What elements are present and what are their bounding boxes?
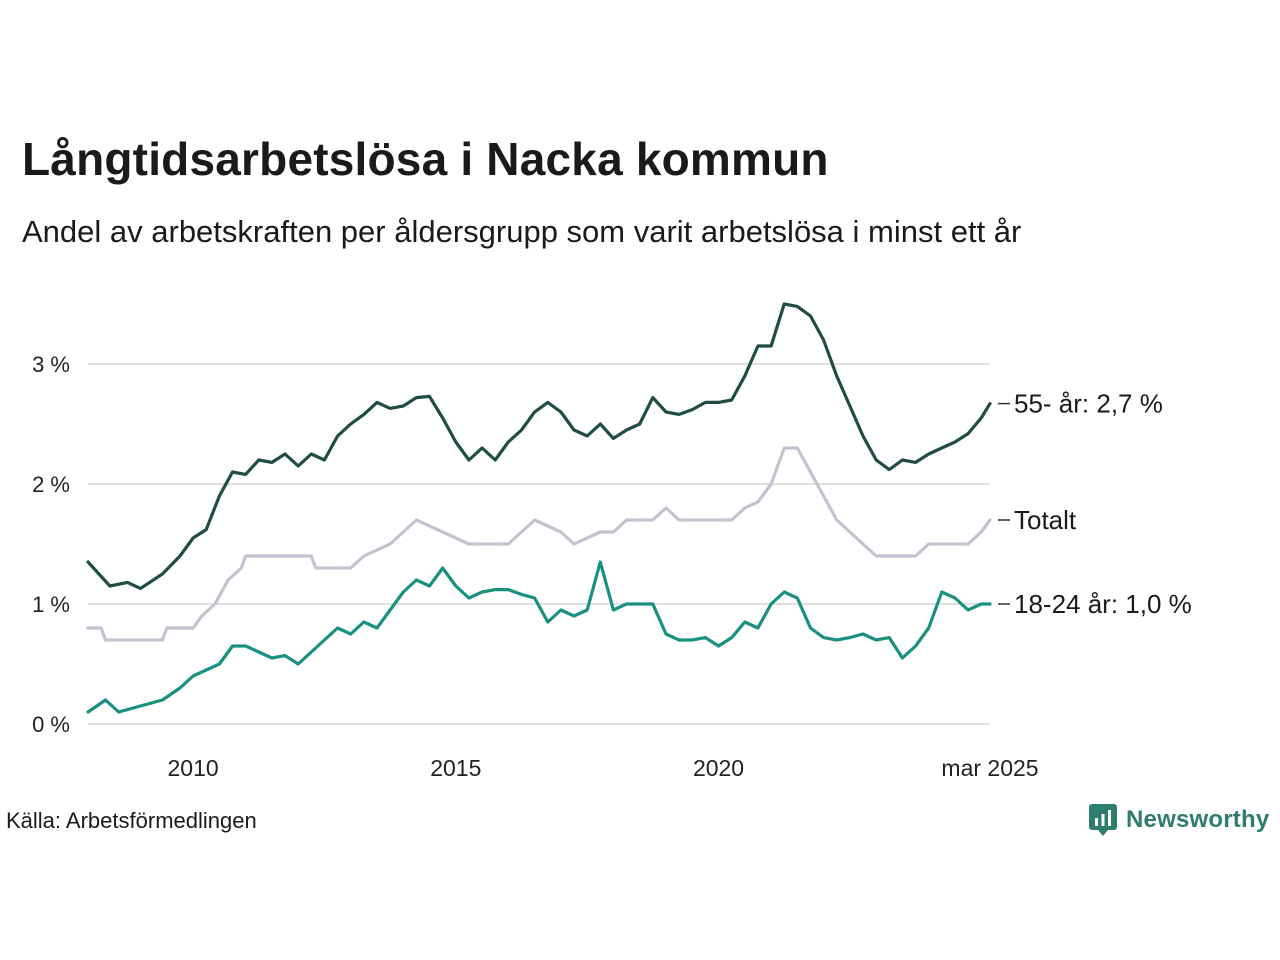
series-line-total [86, 446, 992, 642]
brand-name: Newsworthy [1126, 806, 1270, 833]
chart-subtitle: Andel av arbetskraften per åldersgrupp s… [22, 214, 1022, 249]
grid-lines [88, 363, 990, 725]
brand-logo: Newsworthy [1088, 803, 1269, 837]
source-note: Källa: Arbetsförmedlingen [6, 808, 257, 833]
x-tick-label: 2020 [693, 755, 744, 781]
series-lines [86, 302, 992, 714]
bar-chart-speech-bubble-icon [1089, 804, 1117, 836]
x-tick-label: 2015 [430, 755, 481, 781]
series-line-age18_24 [86, 560, 992, 714]
y-tick-label: 2 % [32, 472, 70, 497]
series-label-total: Totalt [1014, 505, 1077, 535]
series-label-age18_24: 18-24 år: 1,0 % [1014, 589, 1192, 619]
x-tick-label: 2010 [168, 755, 219, 781]
y-tick-label: 1 % [32, 592, 70, 617]
x-axis: 2010 2015 2020 mar 2025 [168, 755, 1039, 781]
y-tick-label: 3 % [32, 352, 70, 377]
y-axis: 0 % 1 % 2 % 3 % [32, 352, 70, 737]
chart-title: Långtidsarbetslösa i Nacka kommun [22, 133, 829, 185]
series-label-age55: 55- år: 2,7 % [1014, 389, 1163, 419]
x-tick-label: mar 2025 [941, 755, 1038, 781]
series-labels: 55- år: 2,7 % Totalt 18-24 år: 1,0 % [998, 389, 1192, 619]
series-line-age55 [86, 302, 992, 590]
y-tick-label: 0 % [32, 712, 70, 737]
